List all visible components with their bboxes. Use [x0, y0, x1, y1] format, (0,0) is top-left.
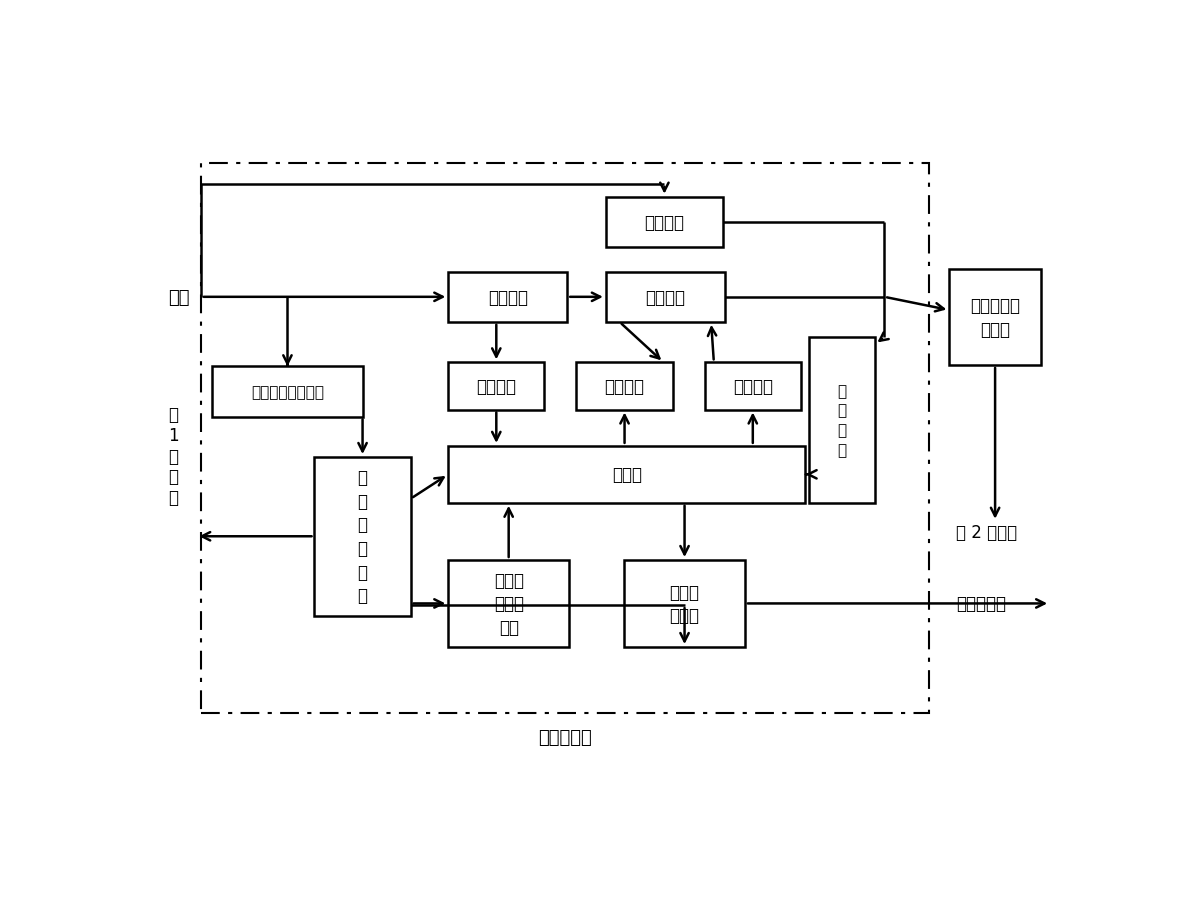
Text: 电流检测: 电流检测	[488, 288, 527, 306]
Bar	[624, 560, 745, 647]
Text: 驱动控制器: 驱动控制器	[538, 729, 591, 747]
Text: 辅坊电源过压保护: 辅坊电源过压保护	[251, 385, 324, 399]
Bar	[314, 458, 410, 616]
Text: 放大电路: 放大电路	[476, 377, 517, 396]
Text: 信号输
出电路: 信号输 出电路	[669, 583, 700, 625]
Text: 温度检测: 温度检测	[604, 377, 644, 396]
Bar	[448, 446, 805, 503]
Text: 输入信
号处理
电路: 输入信 号处理 电路	[494, 572, 524, 637]
Text: 正极: 正极	[168, 288, 189, 306]
Bar	[605, 273, 725, 322]
Text: 功率器件: 功率器件	[645, 288, 686, 306]
Bar	[810, 338, 875, 503]
Bar	[448, 273, 567, 322]
Bar	[448, 560, 570, 647]
Text: 短
路
检
测: 短 路 检 测	[838, 384, 846, 458]
Bar	[704, 363, 801, 410]
Bar	[448, 363, 545, 410]
Text: 显示和报警: 显示和报警	[956, 594, 1006, 612]
Text: 吸收电路: 吸收电路	[644, 213, 684, 231]
Bar	[201, 164, 929, 713]
Bar	[212, 367, 363, 417]
Bar	[577, 363, 673, 410]
Text: 驱动电路: 驱动电路	[733, 377, 773, 396]
Text: 第
1
搭
鐵
点: 第 1 搭 鐵 点	[168, 405, 178, 507]
Bar	[949, 270, 1041, 366]
Text: 电涡流缓速
器定子: 电涡流缓速 器定子	[970, 297, 1020, 339]
Text: 辅
坊
电
源
电
路: 辅 坊 电 源 电 路	[358, 469, 368, 605]
Text: 单片机: 单片机	[612, 466, 642, 484]
Text: 第 2 搭鐵点: 第 2 搭鐵点	[956, 524, 1017, 542]
Bar	[605, 198, 723, 247]
